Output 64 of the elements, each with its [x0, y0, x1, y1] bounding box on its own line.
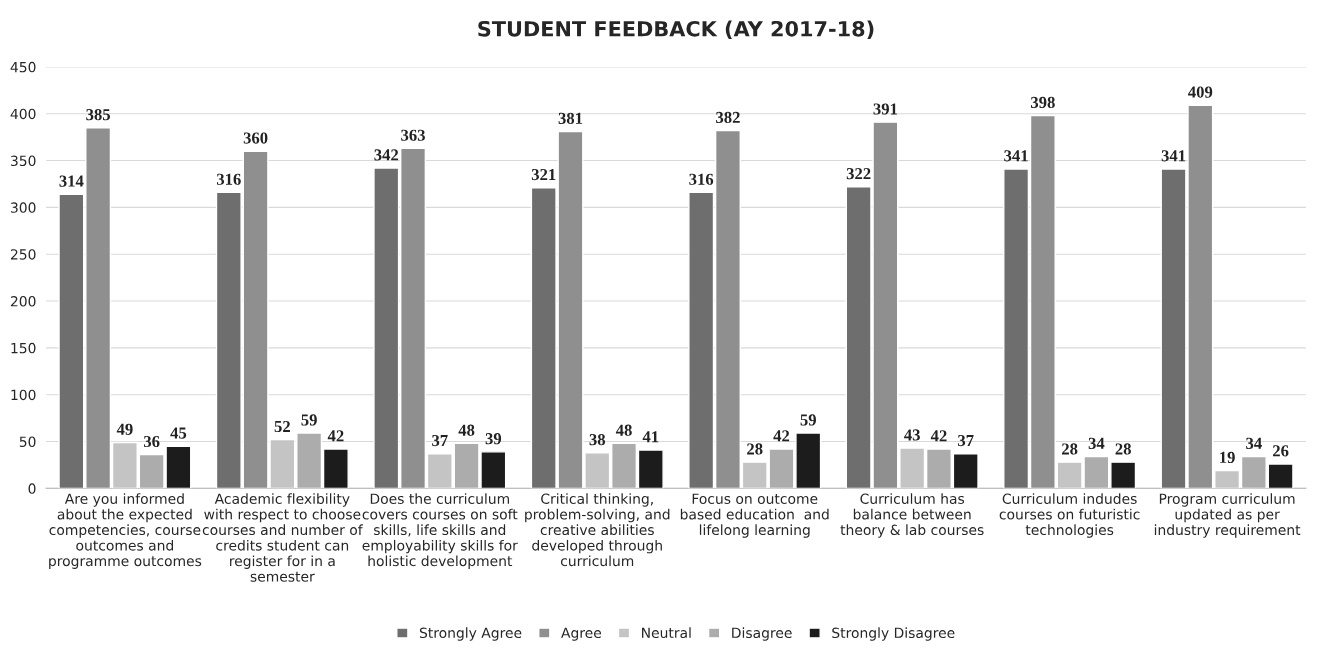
chart-title: STUDENT FEEDBACK (AY 2017-18) — [478, 20, 874, 40]
data-label: 342 — [374, 149, 399, 161]
data-label: 36 — [143, 435, 160, 448]
data-label: 322 — [846, 168, 871, 180]
x-tick-label: Curriculum indudes courses on futuristic technologies — [999, 493, 1140, 538]
x-tick-label: Critical thinking, problem-solving, and creative abilities developed through curriculum — [525, 493, 670, 567]
data-label: 409 — [1188, 86, 1213, 98]
data-label: 43 — [904, 429, 920, 441]
data-label: 48 — [458, 424, 475, 436]
data-label: 381 — [558, 112, 583, 124]
data-label: 385 — [86, 108, 111, 121]
data-label: 28 — [1061, 443, 1078, 455]
legend-label: Strongly Disagree — [832, 627, 955, 641]
data-label: 49 — [116, 423, 133, 435]
data-label: 398 — [1030, 96, 1055, 109]
data-label: 382 — [716, 111, 740, 124]
y-tick-label: 300 — [10, 202, 36, 213]
x-tick-label: Curriculum has balance between theory & lab courses — [840, 493, 984, 538]
legend-label: Disagree — [732, 627, 792, 641]
data-label: 26 — [1272, 445, 1289, 457]
data-label: 28 — [747, 443, 763, 455]
y-tick-label: 200 — [10, 296, 36, 307]
x-tick-label: Academic flexibility with respect to choose courses and number of credits student can register for in a semester — [202, 493, 363, 582]
data-label: 19 — [1220, 451, 1235, 464]
data-label: 314 — [59, 175, 84, 187]
data-label: 59 — [301, 414, 317, 426]
y-tick-label: 350 — [10, 155, 36, 167]
data-label: 28 — [1115, 443, 1131, 455]
y-tick-label: 0 — [28, 483, 36, 494]
data-label: 42 — [773, 430, 790, 442]
data-label: 37 — [432, 434, 448, 447]
data-label: 42 — [327, 430, 344, 442]
data-label: 52 — [274, 420, 290, 433]
data-label: 45 — [170, 427, 187, 439]
y-tick-label: 400 — [10, 108, 36, 120]
y-tick-label: 50 — [19, 436, 36, 448]
data-label: 341 — [1004, 150, 1028, 162]
x-tick-label: Does the curriculum covers courses on soft skills, life skills and employability skills for holistic development — [362, 493, 518, 569]
legend-label: Neutral — [642, 627, 691, 639]
data-label: 341 — [1161, 150, 1186, 162]
data-label: 38 — [589, 433, 606, 446]
x-tick-label: Are you informed about the expected competencies, course outcomes and programme outcomes — [49, 493, 202, 569]
data-label: 42 — [930, 430, 947, 442]
data-label: 34 — [1246, 437, 1262, 449]
data-label: 391 — [873, 103, 898, 115]
legend-label: Strongly Agree — [419, 627, 522, 641]
data-label: 363 — [401, 129, 425, 141]
data-label: 321 — [531, 168, 556, 181]
y-tick-label: 100 — [11, 389, 36, 401]
data-label: 39 — [485, 433, 502, 445]
x-tick-label: Program curriculum updated as per industry requirement — [1154, 493, 1301, 538]
y-tick-label: 150 — [11, 342, 36, 354]
data-label: 59 — [800, 414, 816, 426]
y-tick-label: 250 — [10, 249, 36, 260]
data-label: 34 — [1088, 437, 1105, 449]
legend-label: Agree — [561, 627, 602, 641]
data-label: 360 — [243, 132, 268, 144]
y-tick-label: 450 — [10, 61, 36, 73]
data-label: 41 — [642, 431, 659, 443]
data-label: 316 — [689, 173, 714, 185]
data-label: 316 — [216, 173, 241, 185]
x-tick-label: Focus on outcome based education and lifelong learning — [680, 493, 829, 538]
data-label: 48 — [615, 424, 632, 436]
data-label: 37 — [958, 434, 974, 447]
